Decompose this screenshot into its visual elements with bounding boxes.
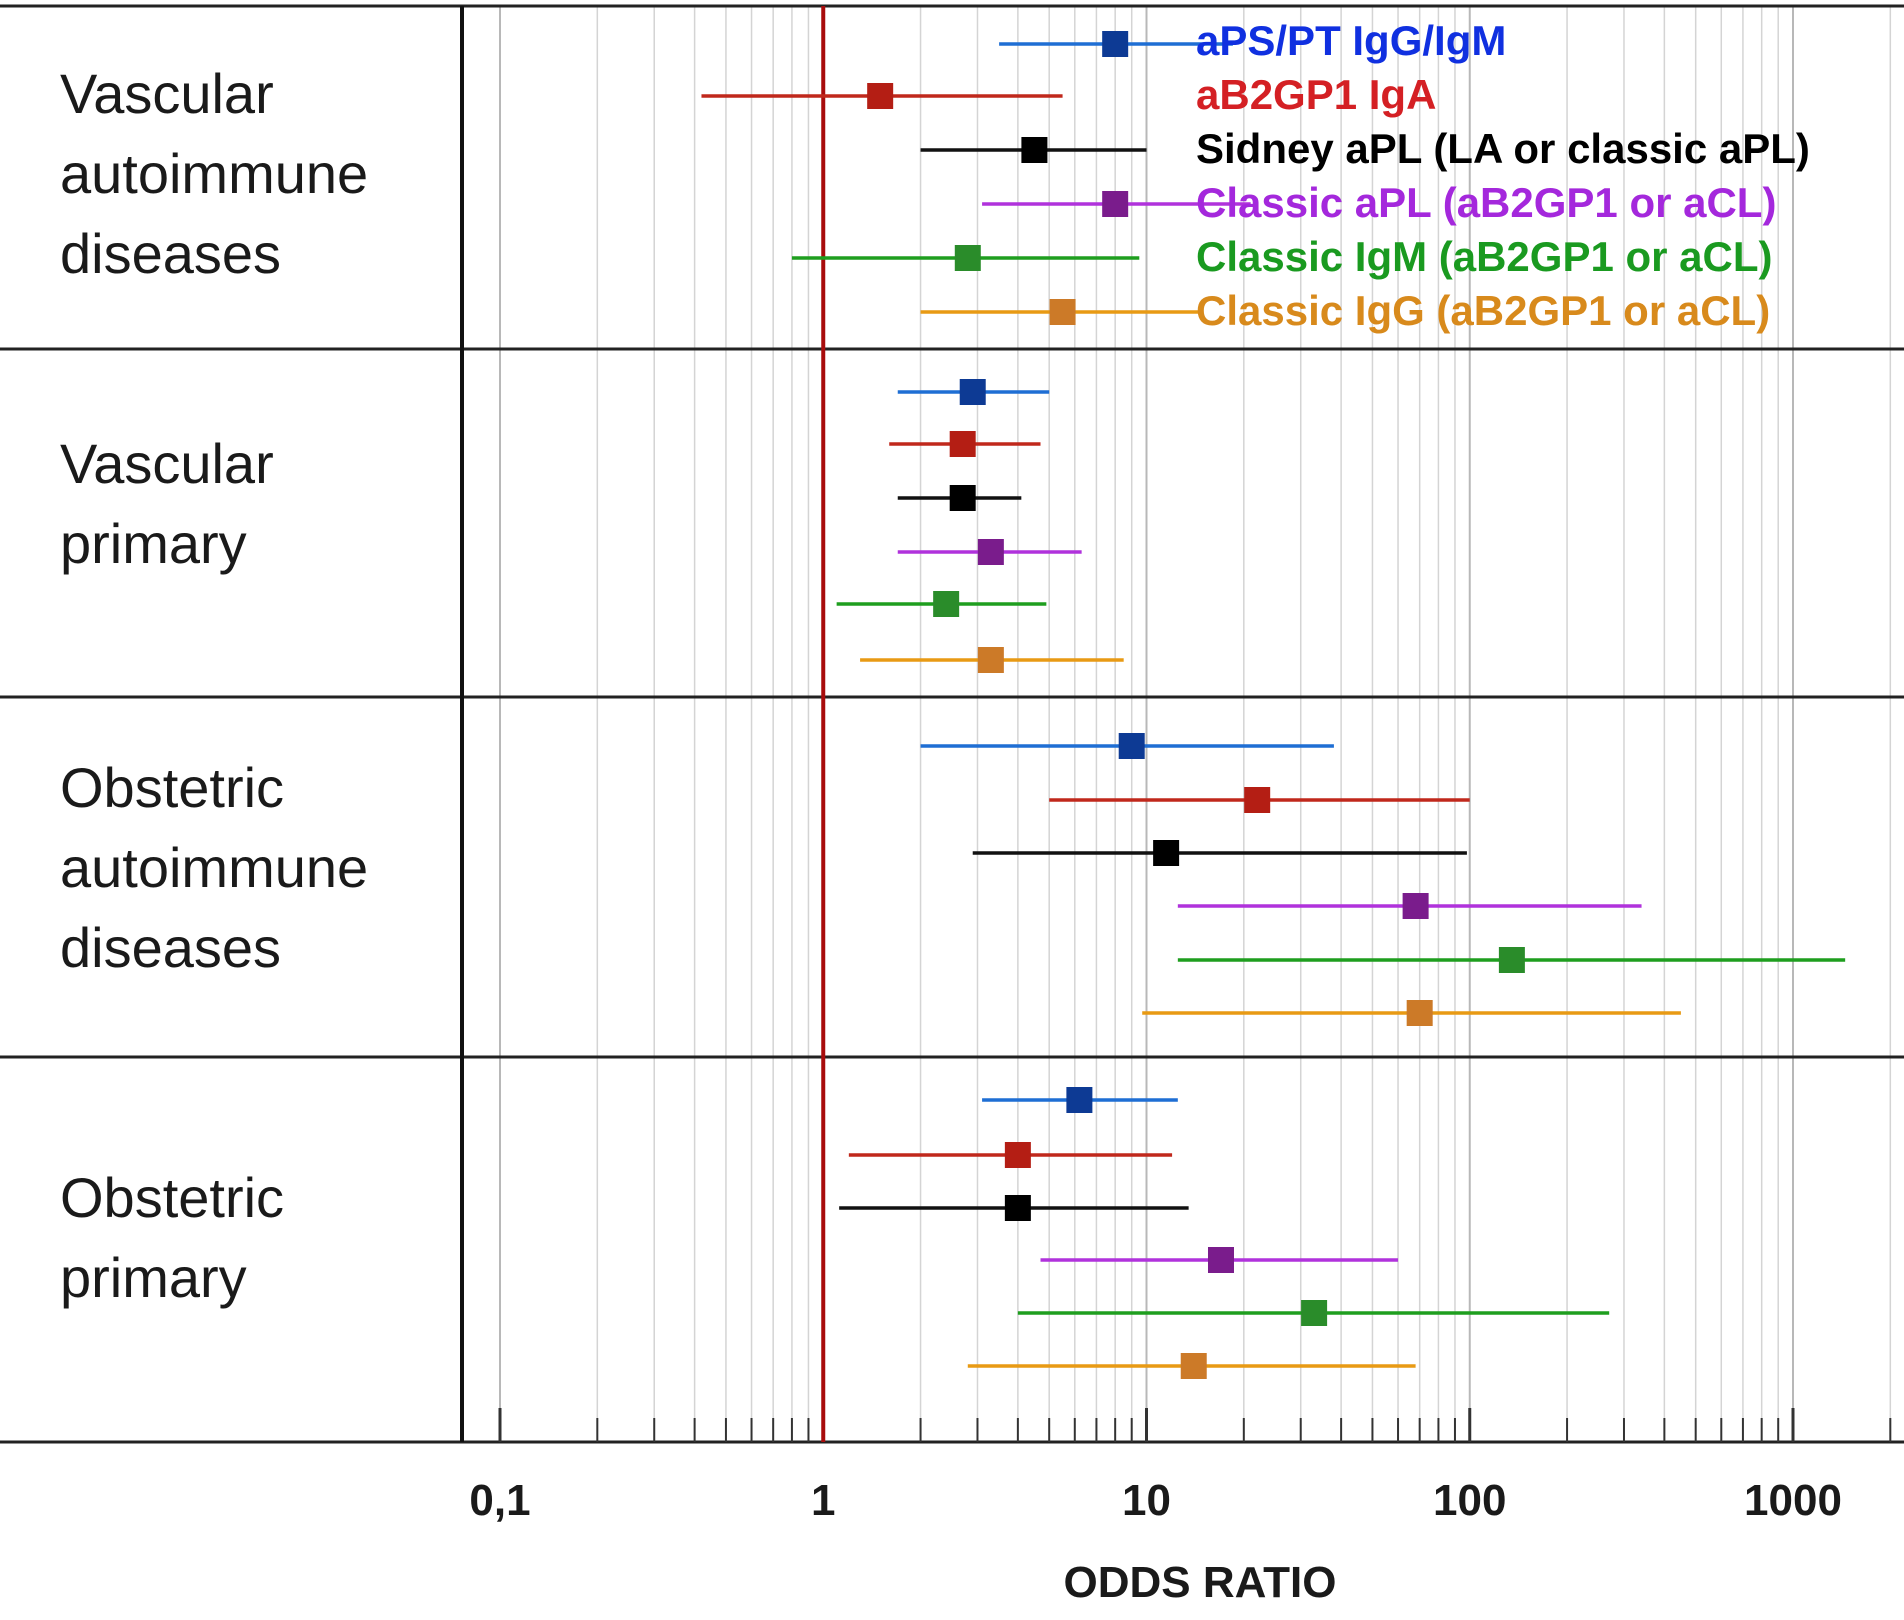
estimate-1-2: [897, 485, 1022, 511]
point-estimate-marker: [1066, 1087, 1093, 1113]
estimate-1-1: [889, 431, 1041, 457]
group-label-line: autoimmune: [60, 836, 369, 899]
group-label-line: Obstetric: [60, 756, 285, 819]
legend-item: aB2GP1 IgA: [1196, 71, 1437, 118]
estimate-0-1: [701, 83, 1063, 109]
estimate-1-3: [897, 539, 1082, 565]
point-estimate-marker: [1102, 191, 1129, 217]
point-estimate-marker: [959, 379, 986, 405]
group-label-line: autoimmune: [60, 142, 369, 205]
estimate-2-3: [1177, 893, 1642, 919]
group-label-line: diseases: [60, 222, 282, 285]
group-label-line: primary: [60, 512, 247, 575]
point-estimate-marker: [1049, 299, 1076, 325]
x-axis-tick-labels: 0,1 1 10 100 1000: [469, 1476, 1842, 1525]
plot-frame: [0, 4, 1904, 1444]
estimate-2-5: [1142, 1000, 1681, 1026]
x-tick-label: 100: [1433, 1476, 1506, 1525]
point-estimate-marker: [954, 245, 981, 271]
point-estimate-marker: [867, 83, 894, 109]
point-estimate-marker: [1102, 31, 1129, 57]
group-label-line: Vascular: [60, 62, 274, 125]
point-estimate-marker: [1004, 1195, 1031, 1221]
estimate-3-2: [839, 1195, 1189, 1221]
point-estimate-marker: [1004, 1142, 1031, 1168]
estimate-1-5: [860, 647, 1124, 673]
estimate-3-4: [1017, 1300, 1610, 1326]
point-estimate-marker: [1021, 137, 1048, 163]
group-label-vascular-primary: Vascular primary: [60, 424, 274, 584]
point-estimate-marker: [977, 539, 1004, 565]
x-tick-label: 0,1: [469, 1476, 530, 1525]
legend-item: Classic aPL (aB2GP1 or aCL): [1196, 179, 1777, 226]
estimate-3-1: [848, 1142, 1173, 1168]
estimate-3-5: [967, 1353, 1416, 1379]
point-estimate-marker: [933, 591, 960, 617]
group-label-vascular-autoimmune: Vascular autoimmune diseases: [60, 54, 368, 294]
estimate-0-5: [920, 299, 1204, 325]
forest-estimates: [701, 31, 1846, 1379]
x-tick-label: 1: [811, 1476, 835, 1525]
group-label-line: Obstetric: [60, 1166, 285, 1229]
point-estimate-marker: [1153, 840, 1180, 866]
legend-item: aPS/PT IgG/IgM: [1196, 17, 1507, 64]
point-estimate-marker: [1402, 893, 1429, 919]
group-label-line: Vascular: [60, 432, 274, 495]
estimate-0-2: [920, 137, 1147, 163]
group-label-obstetric-primary: Obstetric primary: [60, 1158, 284, 1318]
point-estimate-marker: [977, 647, 1004, 673]
point-estimate-marker: [1207, 1247, 1234, 1273]
legend-item: Classic IgM (aB2GP1 or aCL): [1196, 233, 1773, 280]
point-estimate-marker: [1118, 733, 1145, 759]
x-axis-ticks: [498, 1408, 1892, 1442]
estimate-2-4: [1177, 947, 1846, 973]
estimate-0-0: [999, 31, 1233, 57]
x-tick-label: 10: [1122, 1476, 1171, 1525]
point-estimate-marker: [1301, 1300, 1328, 1326]
point-estimate-marker: [1498, 947, 1525, 973]
point-estimate-marker: [1180, 1353, 1207, 1379]
estimate-1-0: [897, 379, 1050, 405]
legend-item: Sidney aPL (LA or classic aPL): [1196, 125, 1810, 172]
estimate-1-4: [836, 591, 1047, 617]
legend-item: Classic IgG (aB2GP1 or aCL): [1196, 287, 1771, 334]
estimate-0-4: [791, 245, 1140, 271]
legend: aPS/PT IgG/IgM aB2GP1 IgA Sidney aPL (LA…: [1196, 14, 1810, 338]
point-estimate-marker: [1406, 1000, 1433, 1026]
estimate-2-2: [972, 840, 1467, 866]
point-estimate-marker: [949, 431, 976, 457]
x-tick-label: 1000: [1744, 1476, 1842, 1525]
group-label-obstetric-autoimmune: Obstetric autoimmune diseases: [60, 748, 368, 988]
point-estimate-marker: [1244, 787, 1271, 813]
point-estimate-marker: [949, 485, 976, 511]
estimate-3-0: [982, 1087, 1178, 1113]
group-label-line: diseases: [60, 916, 282, 979]
x-axis-title: ODDS RATIO: [1063, 1558, 1337, 1607]
group-label-line: primary: [60, 1246, 247, 1309]
estimate-2-1: [1049, 787, 1470, 813]
estimate-3-3: [1040, 1247, 1399, 1273]
estimate-0-3: [982, 191, 1251, 217]
estimate-2-0: [920, 733, 1334, 759]
